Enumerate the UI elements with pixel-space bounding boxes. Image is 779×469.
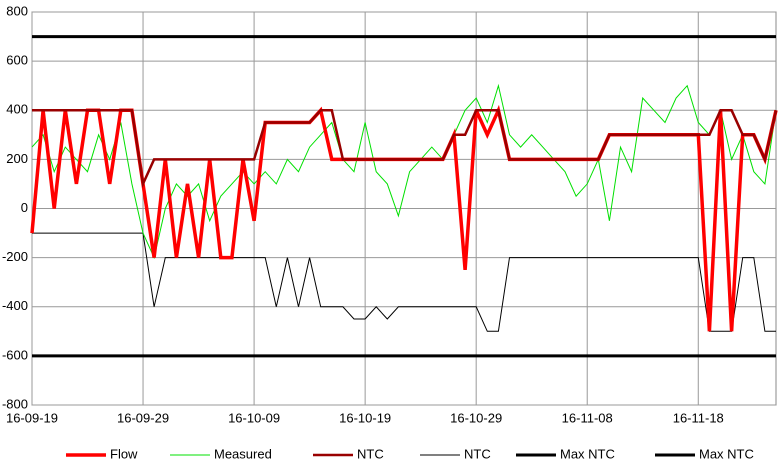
- y-tick-label: 0: [21, 200, 28, 215]
- y-tick-label: -200: [2, 249, 28, 264]
- legend-label: Max NTC: [560, 446, 615, 461]
- legend-label: Measured: [214, 446, 272, 461]
- y-tick-label: -800: [2, 396, 28, 411]
- series-line: [32, 109, 778, 189]
- x-tick-label: 16-09-29: [117, 410, 169, 425]
- y-tick-label: 400: [6, 102, 28, 117]
- series-line: [32, 232, 776, 332]
- x-tick-label: 16-11-08: [562, 410, 613, 425]
- legend-label: NTC: [357, 446, 384, 461]
- legend-label: Max NTC: [699, 446, 754, 461]
- x-tick-label: 16-09-19: [6, 410, 58, 425]
- y-tick-label: 600: [6, 53, 28, 68]
- y-tick-label: -600: [2, 347, 28, 362]
- x-tick-label: 16-10-09: [228, 410, 280, 425]
- y-tick-label: 800: [6, 3, 28, 18]
- x-tick-label: 16-10-19: [339, 410, 391, 425]
- x-tick-label: 16-11-18: [673, 410, 724, 425]
- legend-label: Flow: [110, 446, 138, 461]
- y-tick-label: 200: [6, 151, 28, 166]
- y-tick-label: -400: [2, 298, 28, 313]
- x-tick-label: 16-10-29: [450, 410, 502, 425]
- legend-label: NTC: [464, 446, 491, 461]
